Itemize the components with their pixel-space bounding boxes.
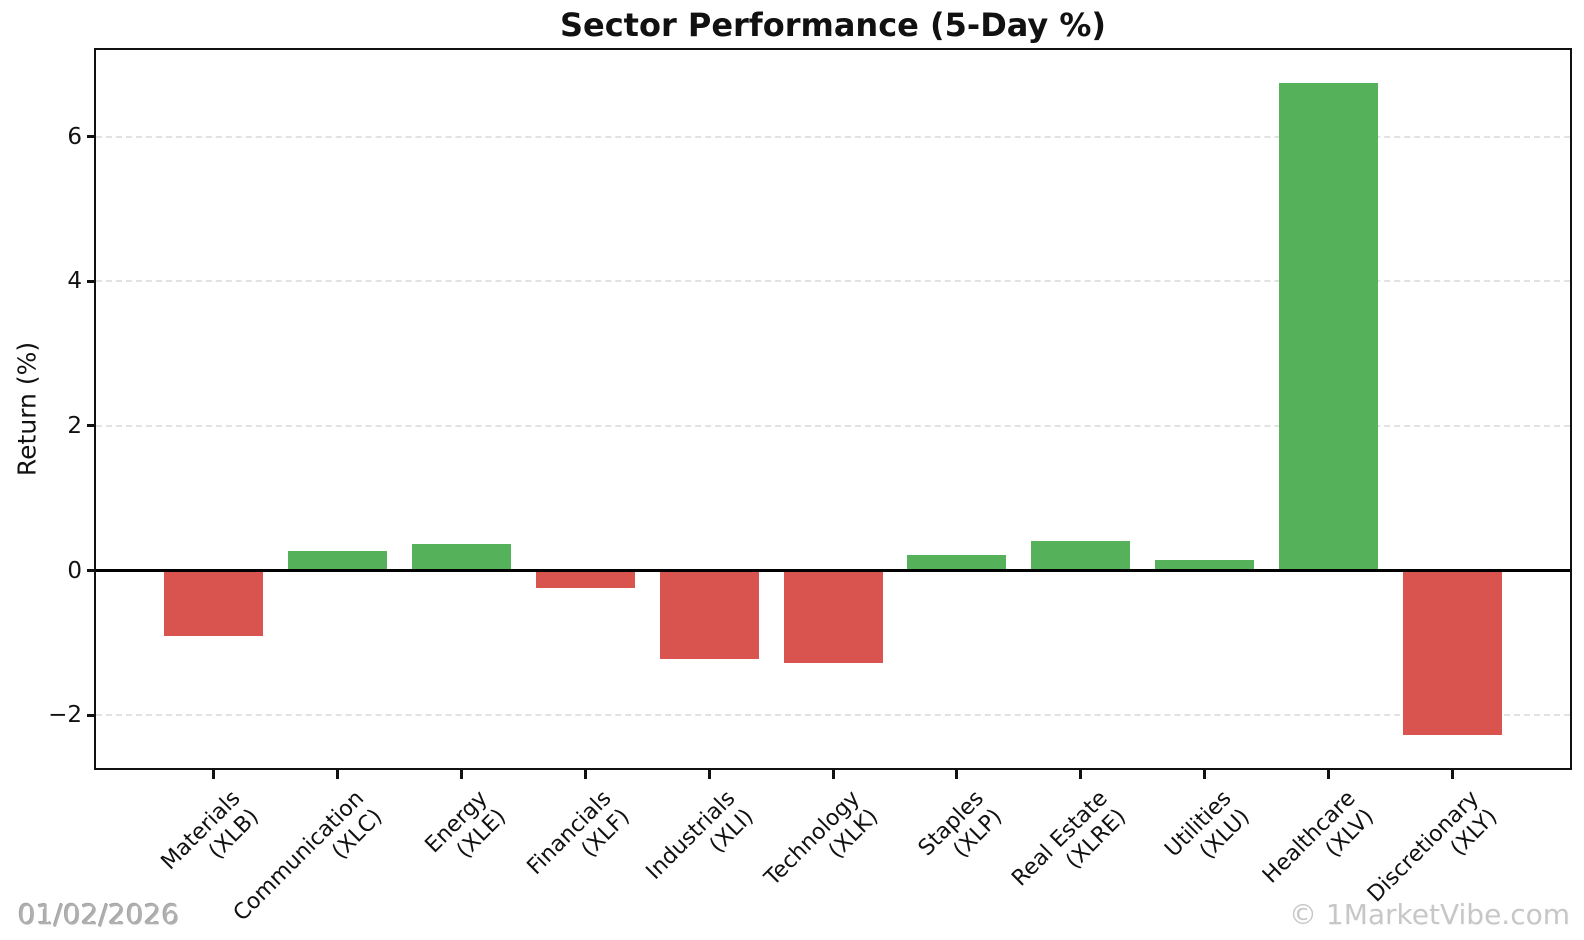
bar-staples-xlp — [907, 554, 1007, 571]
x-tick-label-materials: Materials (XLB) — [156, 786, 264, 894]
x-tick-label-healthcare: Healthcare (XLV) — [1258, 786, 1380, 908]
bar-utilities-xlu — [1155, 560, 1255, 571]
x-tick-label-real-estate: Real Estate (XLRE) — [1007, 786, 1131, 910]
bar-communication-xlc — [287, 551, 387, 571]
x-tick-label-staples: Staples (XLP) — [914, 786, 1008, 880]
gridline-y-6 — [96, 135, 1570, 138]
x-tick-label-energy: Energy (XLE) — [421, 786, 512, 877]
y-tick-label-−2: −2 — [48, 702, 82, 729]
x-tick-label-communication: Communication (XLC) — [229, 786, 388, 940]
y-tick-label-6: 6 — [67, 123, 82, 150]
footer-date: 01/02/2026 — [18, 898, 180, 931]
bar-industrials-xli — [659, 570, 759, 659]
y-tick-6 — [87, 135, 96, 139]
x-tick-label-industrials: Industrials (XLI) — [642, 786, 760, 904]
bar-healthcare-xlv — [1279, 83, 1379, 571]
x-tick-real-estate — [1079, 770, 1083, 779]
x-tick-discretionary — [1451, 770, 1454, 779]
bar-energy-xle — [411, 543, 511, 571]
y-tick-label-4: 4 — [67, 268, 82, 295]
y-tick-2 — [87, 424, 96, 428]
x-tick-communication — [335, 770, 339, 779]
x-tick-label-technology: Technology (XLK) — [760, 786, 884, 910]
y-axis-label: Return (%) — [12, 341, 42, 477]
x-tick-technology — [831, 770, 835, 779]
y-tick-4 — [87, 279, 96, 283]
chart-title: Sector Performance (5-Day %) — [559, 6, 1107, 44]
y-tick-0 — [87, 569, 96, 573]
gridline-y-2 — [96, 424, 1570, 427]
x-tick-financials — [583, 770, 587, 779]
zero-baseline — [96, 569, 1570, 573]
bar-discretionary-xly — [1403, 570, 1502, 736]
y-tick-label-0: 0 — [67, 557, 82, 584]
y-tick-−2 — [87, 713, 96, 717]
x-tick-healthcare — [1327, 770, 1331, 779]
bar-real-estate-xlre — [1031, 540, 1131, 571]
gridline-y-4 — [96, 280, 1570, 283]
bar-financials-xlf — [535, 570, 635, 588]
footer-watermark: © 1MarketVibe.com — [1289, 898, 1570, 931]
x-tick-materials — [212, 770, 215, 779]
x-tick-industrials — [707, 770, 711, 779]
bar-materials-xlb — [164, 570, 263, 637]
x-tick-energy — [459, 770, 463, 779]
x-tick-staples — [955, 770, 959, 779]
x-tick-utilities — [1203, 770, 1207, 779]
x-tick-label-utilities: Utilities (XLU) — [1160, 786, 1255, 881]
y-tick-label-2: 2 — [67, 412, 82, 439]
x-tick-label-financials: Financials (XLF) — [523, 786, 636, 899]
bar-technology-xlk — [783, 570, 883, 664]
gridline-y-−2 — [96, 714, 1570, 717]
